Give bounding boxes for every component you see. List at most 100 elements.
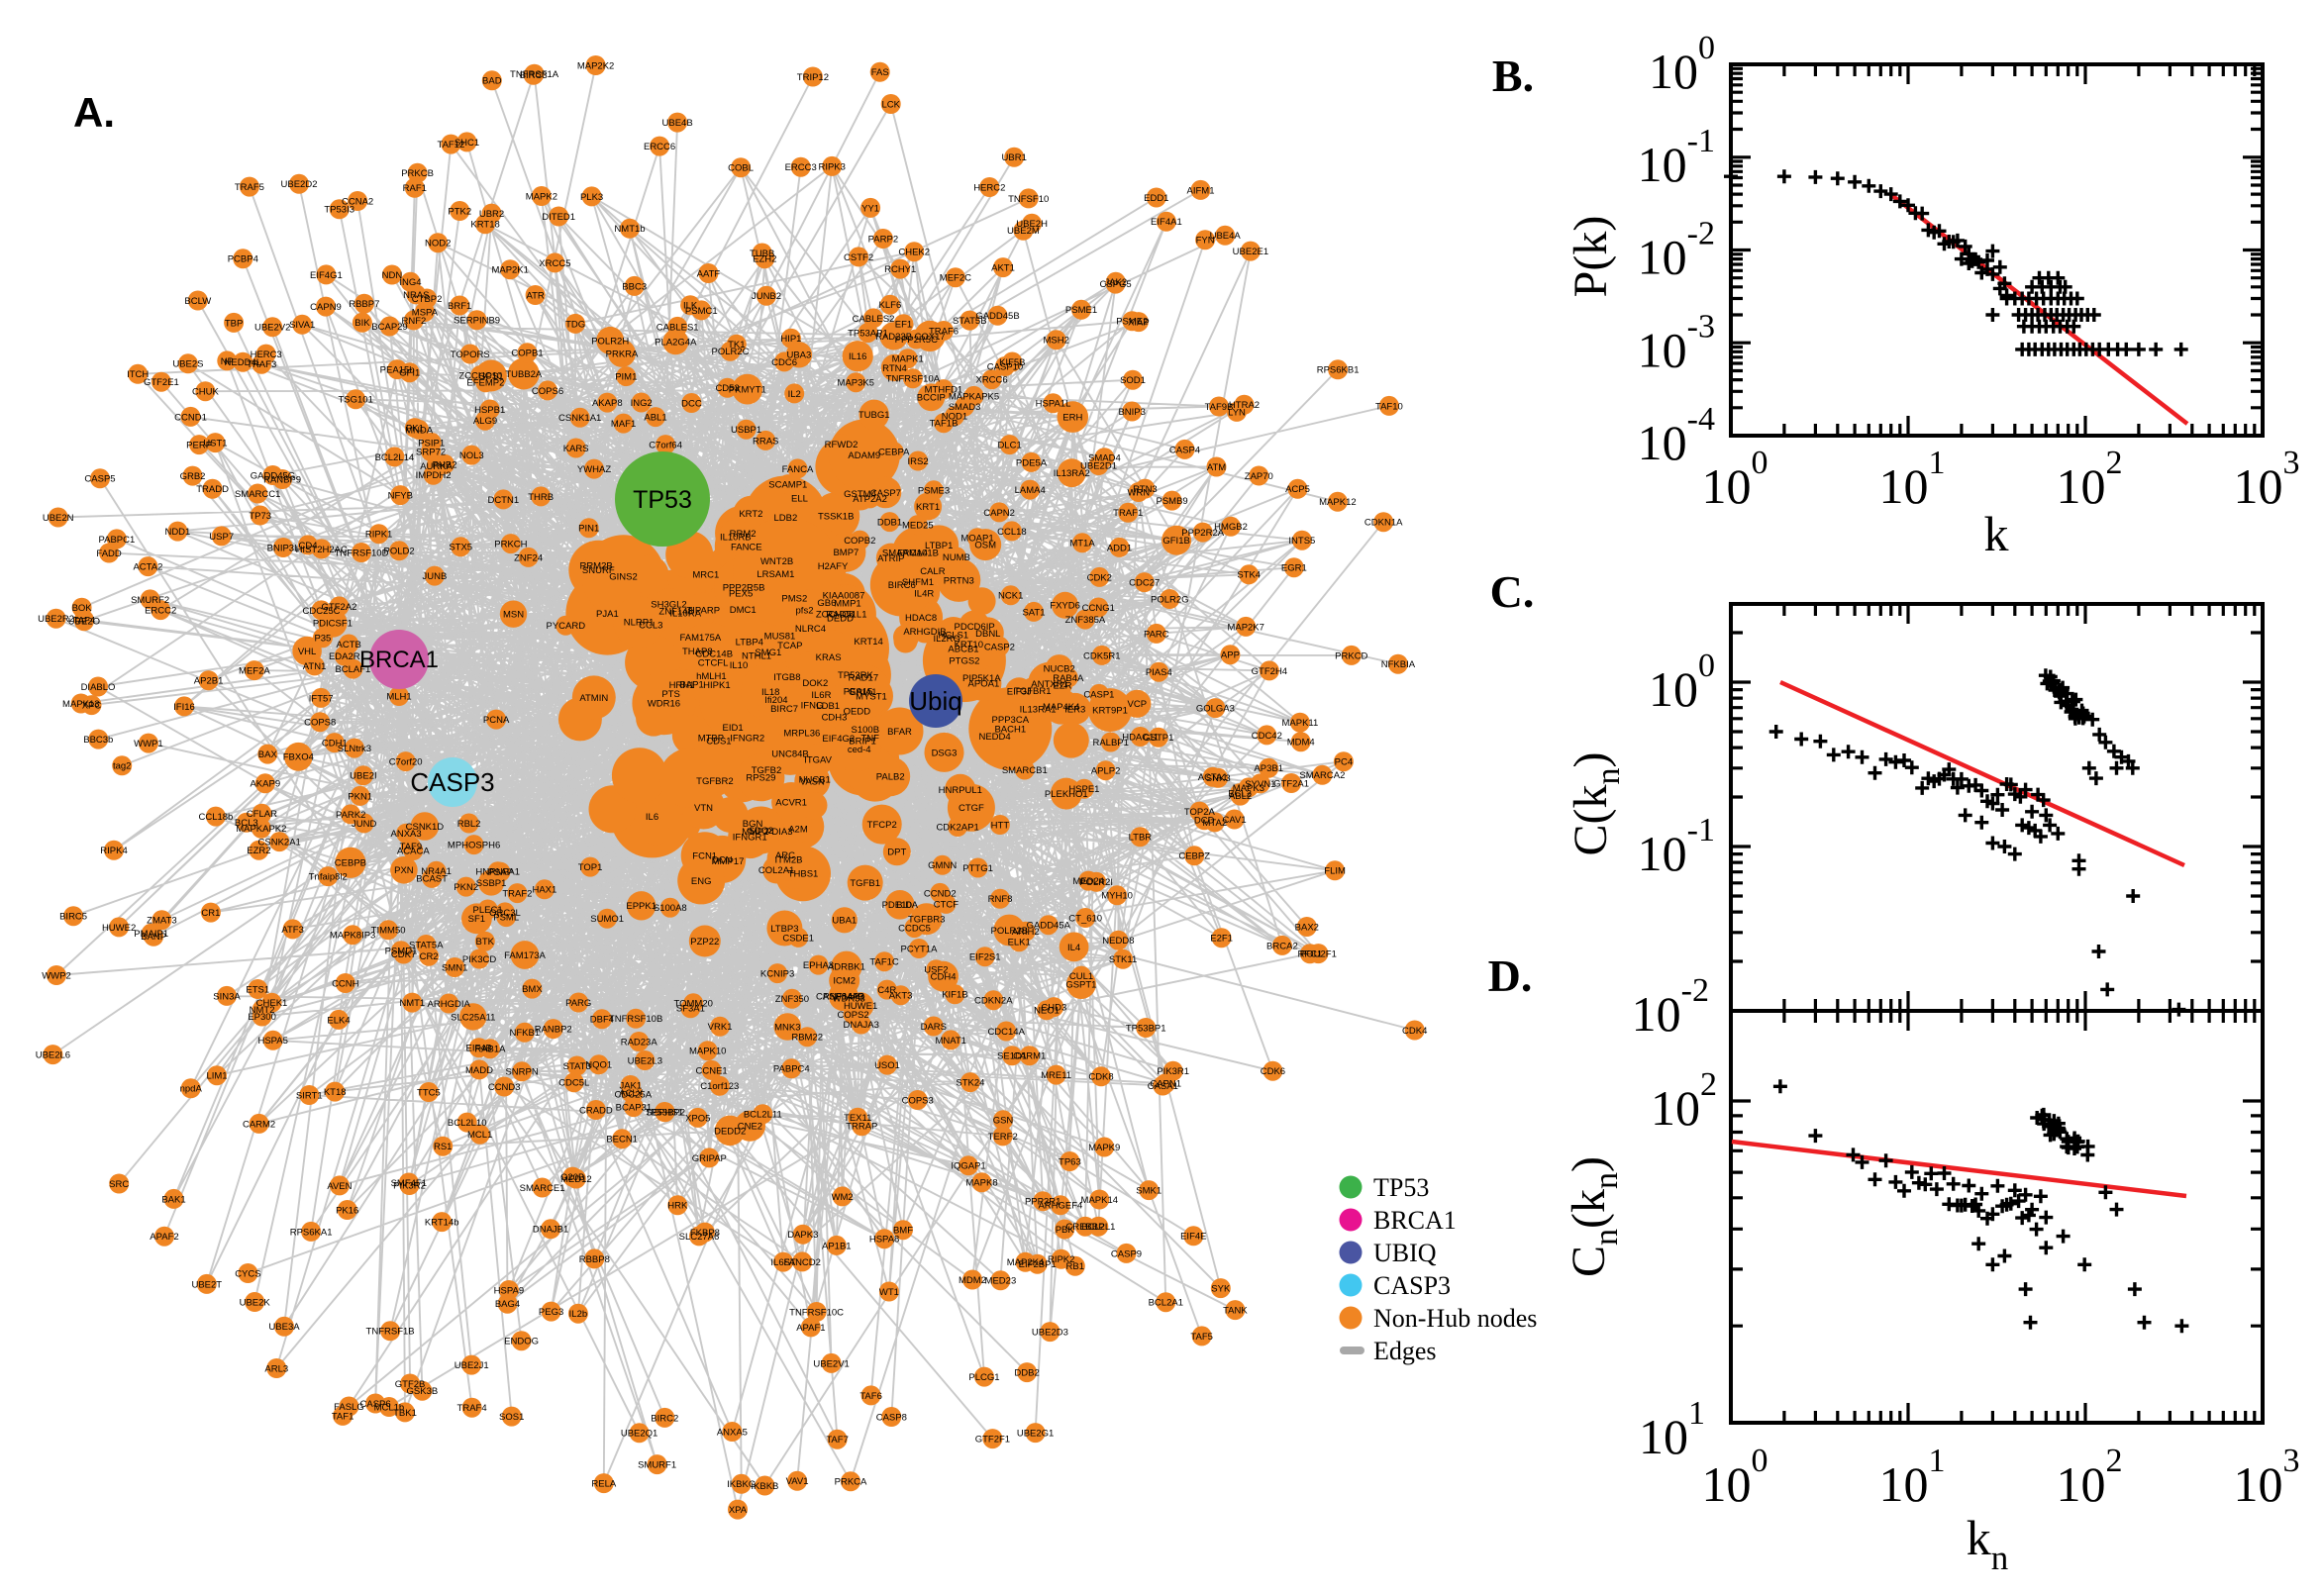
svg-text:DDB2: DDB2 <box>1014 1368 1039 1379</box>
svg-text:DITED1: DITED1 <box>542 212 575 223</box>
svg-text:ANTXR1: ANTXR1 <box>1031 679 1067 690</box>
svg-text:PTGS2: PTGS2 <box>949 656 979 667</box>
svg-text:SMF4F1: SMF4F1 <box>391 1178 427 1189</box>
svg-text:IL6: IL6 <box>646 812 658 823</box>
svg-text:TAF10: TAF10 <box>1375 401 1403 412</box>
svg-text:AKAP9: AKAP9 <box>250 779 280 790</box>
svg-text:FXYD6: FXYD6 <box>1050 601 1080 612</box>
svg-text:RS1: RS1 <box>434 1142 452 1152</box>
svg-text:PIM1: PIM1 <box>615 372 637 383</box>
svg-text:PK16: PK16 <box>336 1205 358 1216</box>
svg-text:GB6: GB6 <box>817 598 836 609</box>
svg-text:MRPL36: MRPL36 <box>783 729 820 740</box>
svg-text:LTBP3: LTBP3 <box>770 924 798 935</box>
svg-text:USBP1: USBP1 <box>731 425 761 436</box>
svg-text:HSPA1L: HSPA1L <box>1036 399 1071 410</box>
svg-text:103: 103 <box>2234 1443 2300 1512</box>
svg-text:ARHGDIB: ARHGDIB <box>903 627 946 638</box>
svg-text:CDH4: CDH4 <box>931 972 957 983</box>
svg-text:ANXA3: ANXA3 <box>391 829 422 840</box>
svg-text:HAX1: HAX1 <box>532 885 556 896</box>
svg-text:TCAP: TCAP <box>777 641 802 651</box>
svg-text:SLC25A11: SLC25A11 <box>451 1012 495 1023</box>
svg-text:COPS6: COPS6 <box>532 386 563 397</box>
svg-text:GTF2A2: GTF2A2 <box>322 602 357 613</box>
svg-text:FANCD2: FANCD2 <box>783 1257 820 1268</box>
svg-text:HDAC8: HDAC8 <box>905 613 937 624</box>
svg-text:XRCC6: XRCC6 <box>975 375 1007 386</box>
svg-text:TRAF5: TRAF5 <box>235 182 264 193</box>
svg-text:ARHGDIA: ARHGDIA <box>428 999 471 1010</box>
svg-text:MAP2K1: MAP2K1 <box>491 265 529 276</box>
svg-text:RAD17: RAD17 <box>848 673 878 684</box>
svg-text:CTGF: CTGF <box>959 803 984 814</box>
svg-text:CHD3: CHD3 <box>1041 1003 1066 1014</box>
svg-text:RPS6KA1: RPS6KA1 <box>290 1227 333 1238</box>
svg-text:SMURF1: SMURF1 <box>638 1460 676 1471</box>
svg-text:IL13RA1: IL13RA1 <box>1020 705 1057 716</box>
svg-text:PSME2: PSME2 <box>1116 317 1148 328</box>
svg-text:UBE2Q1: UBE2Q1 <box>621 1429 658 1440</box>
svg-text:SYK: SYK <box>1211 1284 1231 1295</box>
svg-text:UBE2D3: UBE2D3 <box>1032 1328 1068 1339</box>
svg-text:CCND1: CCND1 <box>174 412 207 423</box>
svg-text:IFNG: IFNG <box>801 700 824 711</box>
svg-text:MCL1b: MCL1b <box>374 1402 405 1413</box>
svg-text:CHEK2: CHEK2 <box>898 248 930 258</box>
svg-text:FANCE: FANCE <box>731 542 762 552</box>
svg-text:PLEKHO1: PLEKHO1 <box>1045 789 1088 800</box>
svg-text:Ifi204: Ifi204 <box>764 695 787 706</box>
svg-text:tag2: tag2 <box>113 761 132 772</box>
svg-text:RIPK2: RIPK2 <box>1048 1254 1074 1265</box>
svg-text:MADD: MADD <box>465 1065 493 1076</box>
svg-text:CCNH: CCNH <box>332 978 359 989</box>
svg-text:STAT3: STAT3 <box>563 1061 591 1072</box>
svg-text:MAPK14: MAPK14 <box>1081 1195 1119 1206</box>
svg-text:CASP4: CASP4 <box>1169 445 1200 455</box>
svg-text:SERPINB9: SERPINB9 <box>454 316 500 327</box>
svg-text:EZR: EZR <box>1054 681 1072 692</box>
svg-text:FLIM: FLIM <box>1324 866 1346 877</box>
svg-text:103: 103 <box>2234 445 2300 514</box>
svg-text:Tnfaip8l2: Tnfaip8l2 <box>309 872 348 883</box>
svg-text:TAF1B: TAF1B <box>930 419 959 430</box>
svg-text:SE1D1: SE1D1 <box>997 1051 1027 1062</box>
svg-text:TAF12: TAF12 <box>437 140 464 150</box>
svg-text:TP53AP1: TP53AP1 <box>848 329 888 340</box>
svg-text:AP3B1: AP3B1 <box>1254 763 1283 774</box>
svg-text:Ubiq: Ubiq <box>909 686 961 716</box>
svg-text:COPB2: COPB2 <box>844 536 875 547</box>
svg-text:CCNA2: CCNA2 <box>342 196 373 207</box>
svg-text:IRS2: IRS2 <box>908 456 929 467</box>
svg-text:CDC27: CDC27 <box>1129 578 1160 589</box>
svg-text:UBE2S: UBE2S <box>172 359 203 370</box>
svg-text:MTBP: MTBP <box>698 734 724 745</box>
svg-text:ITGB8: ITGB8 <box>773 672 800 683</box>
svg-text:BAD: BAD <box>482 76 502 87</box>
svg-text:XPO5: XPO5 <box>685 1113 710 1124</box>
svg-text:PPP2R5B: PPP2R5B <box>723 582 765 593</box>
svg-text:NMT2: NMT2 <box>250 1005 275 1016</box>
svg-text:GSK3B: GSK3B <box>407 1386 439 1397</box>
svg-text:TAF4: TAF4 <box>73 615 96 626</box>
svg-text:JUND: JUND <box>352 819 376 830</box>
svg-text:TP53I3: TP53I3 <box>324 205 354 216</box>
svg-text:RAB4A: RAB4A <box>1053 673 1084 684</box>
svg-text:UBE4A: UBE4A <box>1210 231 1242 242</box>
svg-text:HNRPUL1: HNRPUL1 <box>939 785 982 796</box>
svg-text:CASP10: CASP10 <box>987 361 1023 372</box>
svg-text:10-2: 10-2 <box>1632 972 1709 1042</box>
svg-text:ELK1: ELK1 <box>1008 938 1031 948</box>
svg-text:ADRBK1: ADRBK1 <box>828 962 865 973</box>
svg-text:CDC42: CDC42 <box>1252 731 1282 742</box>
svg-text:DCC: DCC <box>681 398 702 409</box>
svg-text:SMARCA4: SMARCA4 <box>882 548 928 558</box>
svg-text:SH3GL2: SH3GL2 <box>651 599 686 610</box>
svg-text:EGR1: EGR1 <box>1281 563 1307 574</box>
svg-text:RNF8: RNF8 <box>988 894 1013 905</box>
svg-text:MMP2: MMP2 <box>742 827 768 838</box>
svg-text:FBXO4: FBXO4 <box>283 752 314 763</box>
svg-text:MOAP1: MOAP1 <box>960 534 993 545</box>
svg-text:S100B: S100B <box>852 725 880 736</box>
svg-text:PEG3: PEG3 <box>539 1307 563 1318</box>
